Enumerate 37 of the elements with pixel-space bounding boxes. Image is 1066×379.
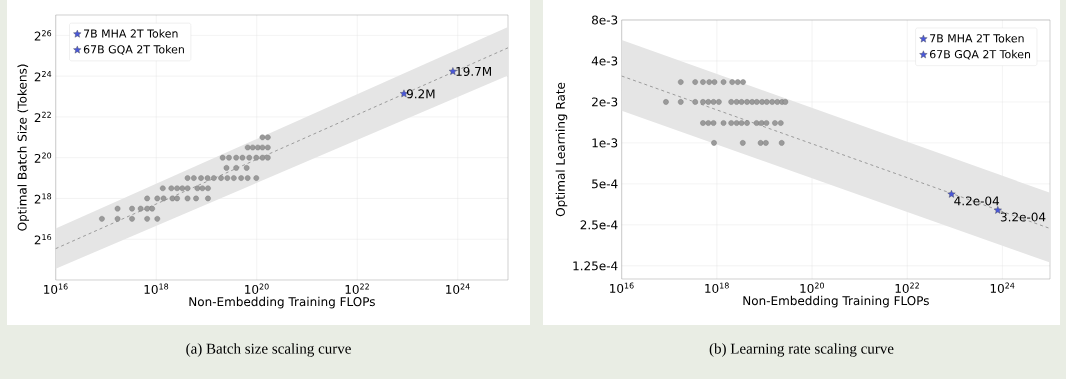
x-tick-label: 10$^{24}$: [990, 282, 1015, 293]
y-tick-label: 1.25e-4: [573, 261, 618, 271]
x-tick-label: 10$^{20}$: [245, 283, 269, 294]
y-axis-title: Optimal Learning Rate: [555, 82, 568, 217]
text: (a) Batch size scaling curve: [186, 343, 351, 357]
x-tick-label: 10$^{16}$: [610, 282, 634, 293]
y-tick-label: 2$^{26}$: [34, 30, 52, 41]
data-label: 4.2e-04: [954, 196, 1000, 206]
y-tick-label: 4e-3: [591, 56, 618, 66]
data-label: 3.2e-04: [1000, 212, 1046, 222]
text: (b) Learning rate scaling curve: [709, 343, 894, 357]
y-tick-label: 2$^{24}$: [34, 71, 52, 82]
x-tick-label: 10$^{22}$: [895, 282, 919, 293]
x-tick-label: 10$^{24}$: [446, 283, 470, 294]
y-tick-label: 2$^{20}$: [34, 152, 52, 163]
x-axis-title: Non-Embedding Training FLOPs: [743, 295, 929, 308]
y-tick-label: 2.5e-4: [580, 220, 618, 230]
legend-label: 7B MHA 2T Token: [930, 33, 1024, 43]
x-tick-label: 10$^{16}$: [44, 283, 68, 294]
data-label: 9.2M: [406, 89, 435, 99]
x-axis-title: Non-Embedding Training FLOPs: [189, 296, 375, 309]
y-tick-label: 2$^{22}$: [34, 111, 51, 123]
y-tick-label: 5e-4: [592, 179, 618, 189]
legend-label: 7B MHA 2T Token: [84, 29, 178, 38]
x-tick-label: 10$^{22}$: [345, 283, 369, 294]
data-label: 19.7M: [456, 66, 491, 76]
legend-label: 67B GQA 2T Token: [83, 45, 184, 55]
y-tick-label: 2e-3: [592, 97, 618, 107]
x-tick-label: 10$^{18}$: [705, 282, 729, 293]
legend-label: 67B GQA 2T Token: [929, 49, 1031, 60]
x-tick-label: 10$^{18}$: [144, 283, 169, 294]
x-tick-label: 10$^{20}$: [800, 282, 825, 293]
y-tick-label: 2$^{16}$: [34, 234, 52, 245]
y-tick-label: 2$^{18}$: [34, 193, 52, 204]
y-tick-label: 1e-3: [592, 138, 618, 148]
y-axis-title: Optimal Batch Size (Tokens): [17, 64, 30, 231]
y-tick-label: 8e-3: [592, 15, 618, 25]
